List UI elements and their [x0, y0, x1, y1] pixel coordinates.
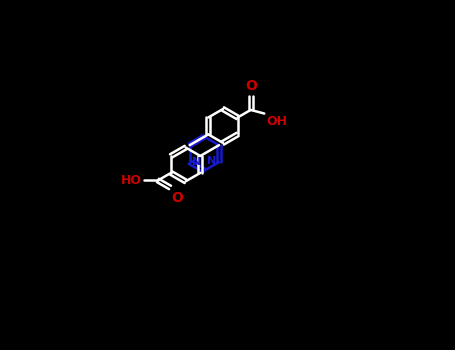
Text: O: O	[172, 190, 183, 204]
Text: N: N	[192, 157, 201, 167]
Text: HO: HO	[121, 174, 142, 187]
Text: N: N	[207, 156, 217, 166]
Text: O: O	[245, 79, 257, 93]
Text: OH: OH	[267, 115, 288, 128]
